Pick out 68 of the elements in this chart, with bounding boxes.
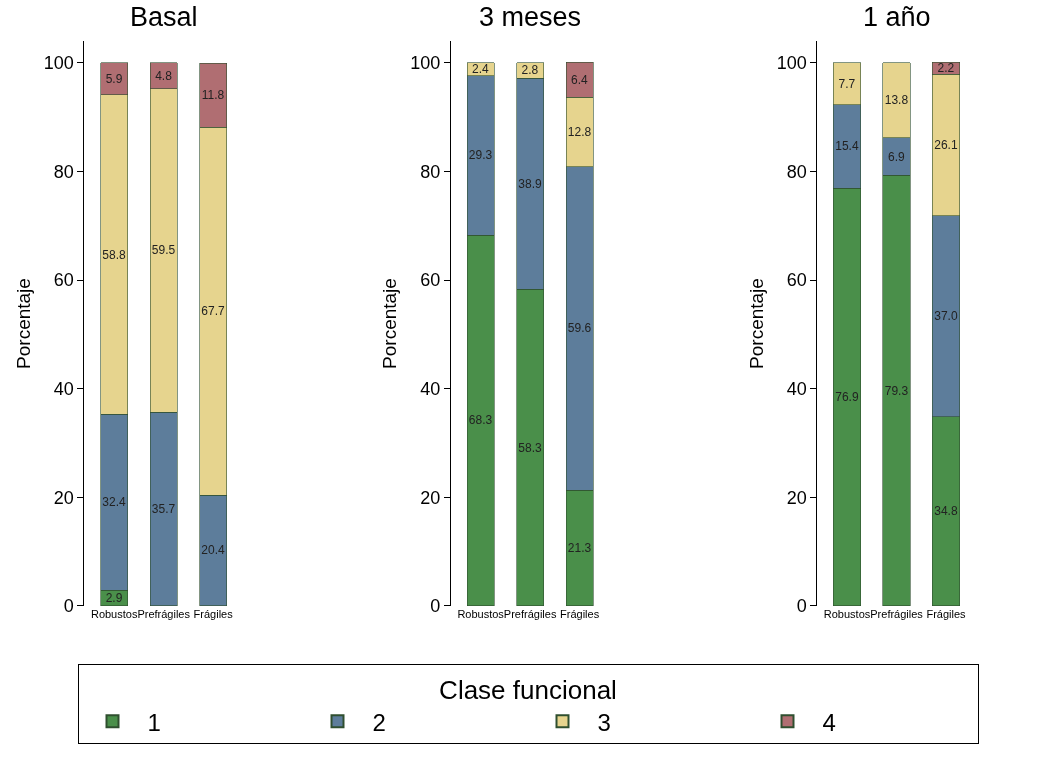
data-label: 2.2 xyxy=(937,61,955,76)
data-label: 67.7 xyxy=(201,304,226,319)
data-label: 12.8 xyxy=(567,124,592,139)
legend-label: 1 xyxy=(147,708,161,736)
y-tick-label: 60 xyxy=(786,270,807,291)
data-label: 6.4 xyxy=(571,72,589,87)
data-label: 11.8 xyxy=(201,88,225,103)
y-tick-label: 60 xyxy=(53,270,74,291)
y-tick-label: 80 xyxy=(420,161,441,182)
x-tick-label: Prefrágiles xyxy=(137,607,191,620)
data-label: 5.9 xyxy=(105,71,123,86)
data-label: 21.3 xyxy=(567,541,592,556)
y-tick-label: 80 xyxy=(53,161,74,182)
data-label: 37.0 xyxy=(934,309,958,324)
y-tick-label: 20 xyxy=(53,487,74,508)
y-tick-label: 0 xyxy=(63,596,74,617)
data-label: 79.3 xyxy=(884,383,909,398)
x-tick-label: Robustos xyxy=(90,607,138,620)
data-label: 59.5 xyxy=(151,243,176,258)
y-tick-label: 20 xyxy=(420,487,441,508)
chart-title: 3 meses xyxy=(479,2,582,32)
x-tick-label: Prefrágiles xyxy=(503,607,557,620)
y-tick-label: 40 xyxy=(420,378,441,399)
data-label: 4.8 xyxy=(155,68,173,83)
y-tick-label: 100 xyxy=(410,53,441,74)
legend-label: 3 xyxy=(597,708,611,736)
data-label: 68.3 xyxy=(468,413,493,428)
x-tick-label: Frágiles xyxy=(193,607,234,620)
y-tick-label: 40 xyxy=(786,378,807,399)
data-label: 38.9 xyxy=(518,176,542,191)
data-label: 2.9 xyxy=(105,591,123,606)
y-tick-label: 20 xyxy=(786,487,807,508)
chart-title: Basal xyxy=(130,2,198,32)
y-axis-title: Porcentaje xyxy=(379,278,401,369)
data-label: 2.8 xyxy=(521,63,539,78)
y-tick-label: 60 xyxy=(420,270,441,291)
legend-label: 2 xyxy=(372,708,386,736)
y-tick-label: 0 xyxy=(796,596,807,617)
data-label: 29.3 xyxy=(468,148,493,163)
x-tick-label: Prefrágiles xyxy=(870,607,924,620)
x-tick-label: Robustos xyxy=(457,607,505,620)
y-tick-label: 40 xyxy=(53,378,74,399)
data-label: 59.6 xyxy=(567,321,592,336)
legend-label: 4 xyxy=(822,708,836,736)
x-tick-label: Robustos xyxy=(823,607,871,620)
legend-title: Clase funcional xyxy=(439,675,617,706)
data-label: 26.1 xyxy=(934,138,958,153)
data-label: 32.4 xyxy=(102,495,127,510)
chart-title: 1 año xyxy=(863,2,931,32)
y-tick-label: 0 xyxy=(430,596,441,617)
data-label: 13.8 xyxy=(884,93,909,108)
y-axis-title: Porcentaje xyxy=(745,278,767,369)
data-label: 58.8 xyxy=(102,247,127,262)
data-label: 35.7 xyxy=(151,501,176,516)
y-axis-title: Porcentaje xyxy=(12,278,34,369)
y-tick-label: 80 xyxy=(786,161,807,182)
data-label: 58.3 xyxy=(518,440,542,455)
x-tick-label: Frágiles xyxy=(926,607,967,620)
data-label: 34.8 xyxy=(934,504,958,519)
data-label: 6.9 xyxy=(888,149,906,164)
data-label: 2.4 xyxy=(472,62,490,77)
x-tick-label: Frágiles xyxy=(560,607,600,620)
data-label: 15.4 xyxy=(835,139,859,154)
data-label: 20.4 xyxy=(201,543,226,558)
data-label: 76.9 xyxy=(835,390,859,405)
y-tick-label: 100 xyxy=(776,53,807,74)
y-tick-label: 100 xyxy=(43,53,74,74)
data-label: 7.7 xyxy=(838,76,856,91)
